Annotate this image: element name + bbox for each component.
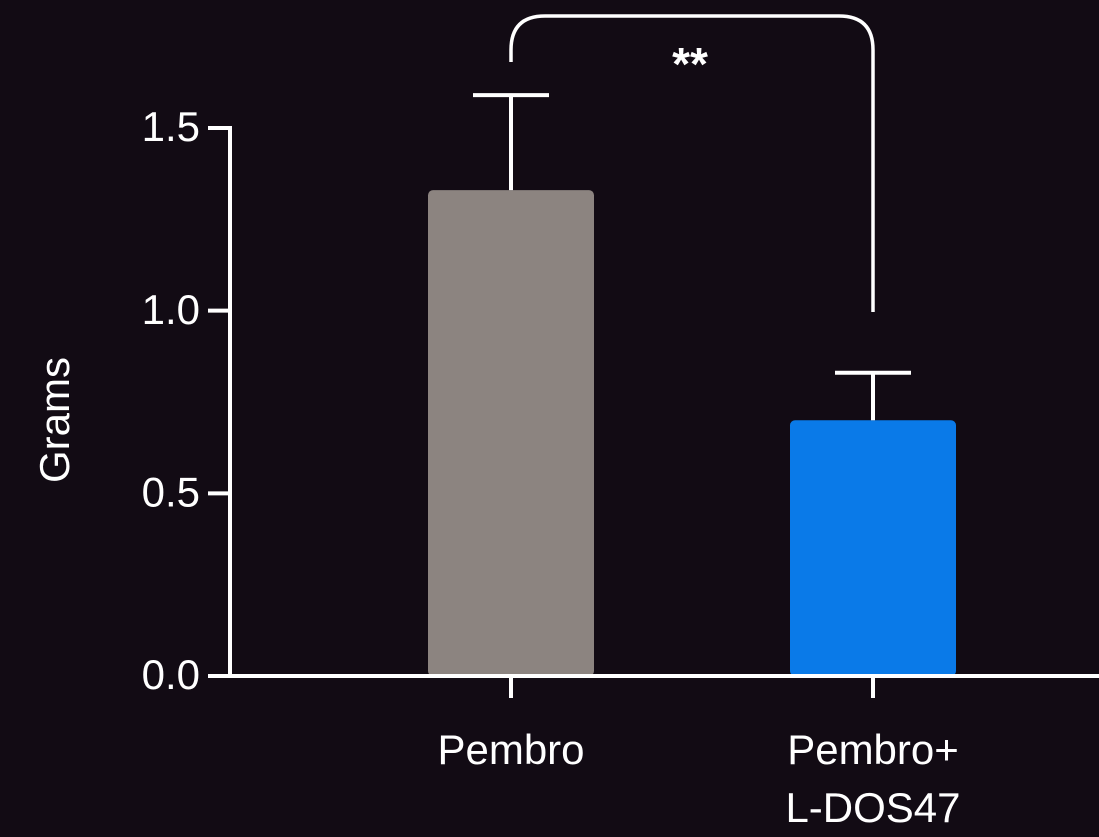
x-ticks-layer	[509, 676, 875, 698]
x-category-label: Pembro+ L-DOS47	[785, 726, 960, 831]
bar	[428, 190, 594, 676]
significance-layer: **	[509, 14, 875, 312]
significance-bracket	[509, 14, 875, 312]
axes-layer	[228, 126, 1099, 678]
y-axis-label: Grams	[31, 357, 78, 483]
y-tick-label: 1.0	[142, 286, 200, 333]
y-ticks-layer: 0.0 0.5 1.0 1.5	[142, 103, 230, 698]
y-tick-label: 0.5	[142, 468, 200, 515]
bars-layer	[428, 190, 956, 676]
x-category-label: Pembro	[437, 726, 584, 773]
y-tick-label: 1.5	[142, 103, 200, 150]
category-labels-layer: Pembro Pembro+ L-DOS47	[437, 726, 960, 831]
significance-label: **	[672, 38, 708, 90]
error-bars-layer	[473, 93, 911, 421]
bar	[790, 420, 956, 676]
y-tick-label: 0.0	[142, 651, 200, 698]
